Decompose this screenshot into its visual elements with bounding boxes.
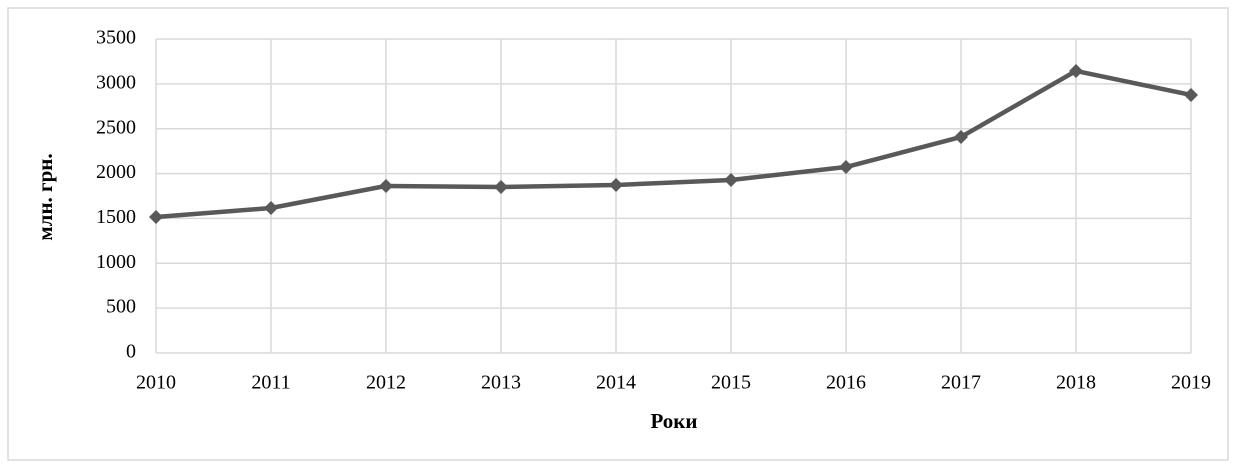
y-tick-label: 3500 bbox=[96, 27, 136, 49]
marker bbox=[1184, 87, 1198, 102]
line bbox=[155, 68, 1192, 220]
x-tick-label: 2018 bbox=[1056, 372, 1096, 394]
x-tick-label: 2011 bbox=[251, 372, 290, 394]
y-tick-label: 3000 bbox=[96, 71, 136, 93]
y-tick-label: 1500 bbox=[96, 206, 136, 228]
y-tick-label: 2000 bbox=[96, 161, 136, 183]
marker bbox=[264, 201, 278, 216]
y-tick-label: 500 bbox=[106, 296, 136, 318]
y-tick-label: 1000 bbox=[96, 251, 136, 273]
x-tick-label: 2016 bbox=[826, 372, 866, 394]
x-tick-label: 2013 bbox=[481, 372, 521, 394]
x-tick-label: 2014 bbox=[596, 372, 636, 394]
x-tick-label: 2017 bbox=[941, 372, 981, 394]
marker bbox=[1069, 63, 1083, 78]
marker bbox=[494, 180, 508, 195]
x-tick-label: 2010 bbox=[136, 372, 176, 394]
x-axis-title: Роки bbox=[650, 409, 697, 433]
marker bbox=[379, 178, 393, 193]
y-axis-title: млн. грн. bbox=[33, 153, 57, 240]
y-tick-label: 2500 bbox=[96, 116, 136, 138]
x-tick-label: 2012 bbox=[366, 372, 406, 394]
marker bbox=[954, 129, 968, 144]
x-tick-label: 2015 bbox=[711, 372, 751, 394]
marker bbox=[149, 209, 163, 224]
x-tick-label: 2019 bbox=[1171, 372, 1211, 394]
marker bbox=[839, 160, 853, 175]
y-tick-label: 0 bbox=[126, 341, 136, 363]
marker bbox=[609, 177, 623, 192]
marker bbox=[724, 173, 738, 188]
